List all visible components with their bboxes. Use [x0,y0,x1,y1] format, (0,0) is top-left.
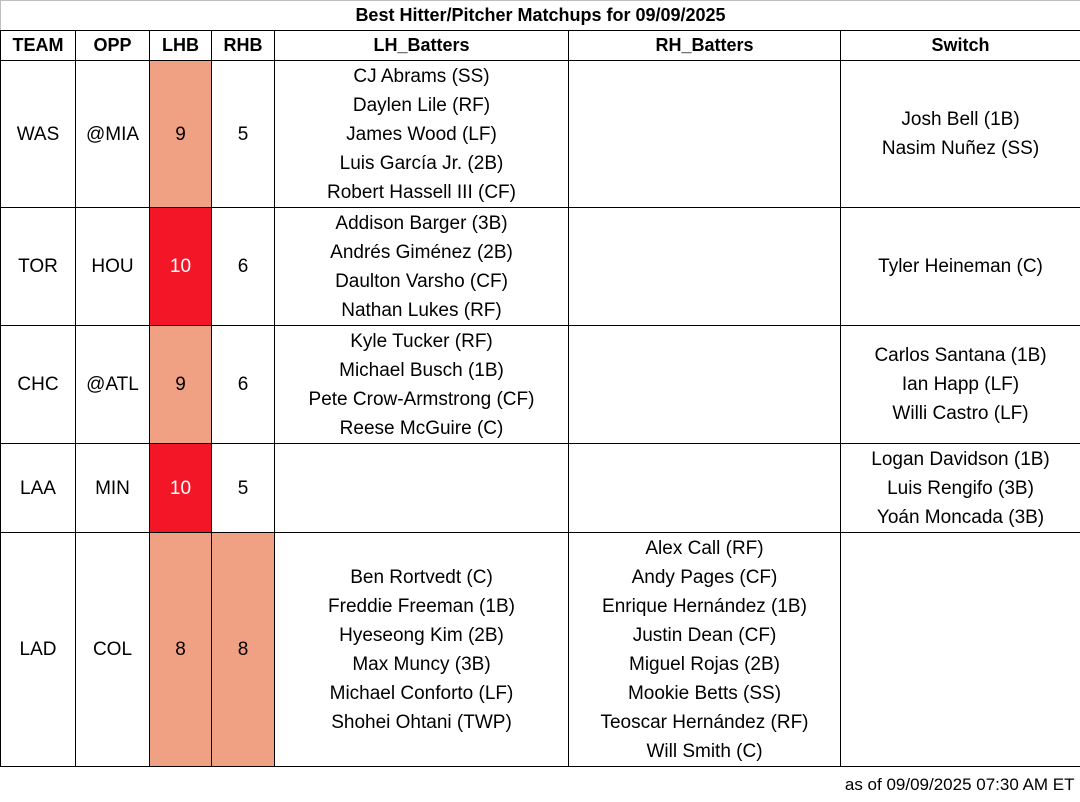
lhb-score-cell: 8 [150,533,212,767]
player-entry: Luis Rengifo (3B) [841,474,1080,503]
player-entry: Reese McGuire (C) [275,414,568,443]
player-entry: Willi Castro (LF) [841,399,1080,428]
player-entry: Daylen Lile (RF) [275,91,568,120]
header-rhb: RHB [212,31,275,61]
player-entry: Josh Bell (1B) [841,105,1080,134]
player-entry: Freddie Freeman (1B) [275,592,568,621]
switch-hitters-cell: Tyler Heineman (C) [841,208,1080,326]
player-entry: Mookie Betts (SS) [569,679,840,708]
team-cell: CHC [1,326,76,444]
player-entry: Enrique Hernández (1B) [569,592,840,621]
switch-hitters-cell: Josh Bell (1B)Nasim Nuñez (SS) [841,61,1080,208]
team-cell: TOR [1,208,76,326]
opponent-cell: @ATL [76,326,150,444]
player-entry: Yoán Moncada (3B) [841,503,1080,532]
player-entry: Michael Busch (1B) [275,356,568,385]
player-entry: James Wood (LF) [275,120,568,149]
rhb-score-cell: 5 [212,61,275,208]
player-entry: Daulton Varsho (CF) [275,267,568,296]
player-entry: Miguel Rojas (2B) [569,650,840,679]
player-entry: Michael Conforto (LF) [275,679,568,708]
player-entry: CJ Abrams (SS) [275,62,568,91]
lh-batters-cell: CJ Abrams (SS)Daylen Lile (RF)James Wood… [275,61,569,208]
player-entry: Shohei Ohtani (TWP) [275,708,568,737]
lh-batters-cell [275,444,569,533]
player-entry: Carlos Santana (1B) [841,341,1080,370]
player-entry: Logan Davidson (1B) [841,445,1080,474]
header-switch: Switch [841,31,1080,61]
lhb-score-cell: 9 [150,326,212,444]
table-title: Best Hitter/Pitcher Matchups for 09/09/2… [1,1,1080,31]
switch-hitters-cell: Carlos Santana (1B)Ian Happ (LF)Willi Ca… [841,326,1080,444]
rhb-score-cell: 6 [212,326,275,444]
player-entry: Pete Crow-Armstrong (CF) [275,385,568,414]
rhb-score-cell: 5 [212,444,275,533]
player-entry: Kyle Tucker (RF) [275,327,568,356]
player-entry: Andrés Giménez (2B) [275,238,568,267]
rh-batters-cell [569,326,841,444]
lh-batters-cell: Ben Rortvedt (C)Freddie Freeman (1B)Hyes… [275,533,569,767]
player-entry: Robert Hassell III (CF) [275,178,568,207]
header-rh-batters: RH_Batters [569,31,841,61]
player-entry: Addison Barger (3B) [275,209,568,238]
player-entry: Teoscar Hernández (RF) [569,708,840,737]
rhb-score-cell: 6 [212,208,275,326]
lh-batters-cell: Addison Barger (3B)Andrés Giménez (2B)Da… [275,208,569,326]
lhb-score-cell: 10 [150,208,212,326]
player-entry: Ian Happ (LF) [841,370,1080,399]
header-row: TEAM OPP LHB RHB LH_Batters RH_Batters S… [1,31,1080,61]
lh-batters-cell: Kyle Tucker (RF)Michael Busch (1B)Pete C… [275,326,569,444]
player-entry: Ben Rortvedt (C) [275,563,568,592]
rh-batters-cell [569,61,841,208]
player-entry: Max Muncy (3B) [275,650,568,679]
player-entry: Hyeseong Kim (2B) [275,621,568,650]
opponent-cell: COL [76,533,150,767]
player-entry: Luis García Jr. (2B) [275,149,568,178]
header-opp: OPP [76,31,150,61]
lhb-score-cell: 10 [150,444,212,533]
player-entry: Nathan Lukes (RF) [275,296,568,325]
player-entry: Will Smith (C) [569,737,840,766]
player-entry: Alex Call (RF) [569,534,840,563]
team-cell: LAD [1,533,76,767]
opponent-cell: HOU [76,208,150,326]
team-cell: WAS [1,61,76,208]
switch-hitters-cell [841,533,1080,767]
player-entry: Nasim Nuñez (SS) [841,134,1080,163]
header-lhb: LHB [150,31,212,61]
timestamp-footer: as of 09/09/2025 07:30 AM ET [1,767,1080,802]
switch-hitters-cell: Logan Davidson (1B)Luis Rengifo (3B)Yoán… [841,444,1080,533]
opponent-cell: @MIA [76,61,150,208]
player-entry: Justin Dean (CF) [569,621,840,650]
rh-batters-cell [569,444,841,533]
rh-batters-cell: Alex Call (RF)Andy Pages (CF)Enrique Her… [569,533,841,767]
lhb-score-cell: 9 [150,61,212,208]
team-cell: LAA [1,444,76,533]
header-lh-batters: LH_Batters [275,31,569,61]
rhb-score-cell: 8 [212,533,275,767]
header-team: TEAM [1,31,76,61]
player-entry: Tyler Heineman (C) [841,252,1080,281]
rh-batters-cell [569,208,841,326]
opponent-cell: MIN [76,444,150,533]
player-entry: Andy Pages (CF) [569,563,840,592]
